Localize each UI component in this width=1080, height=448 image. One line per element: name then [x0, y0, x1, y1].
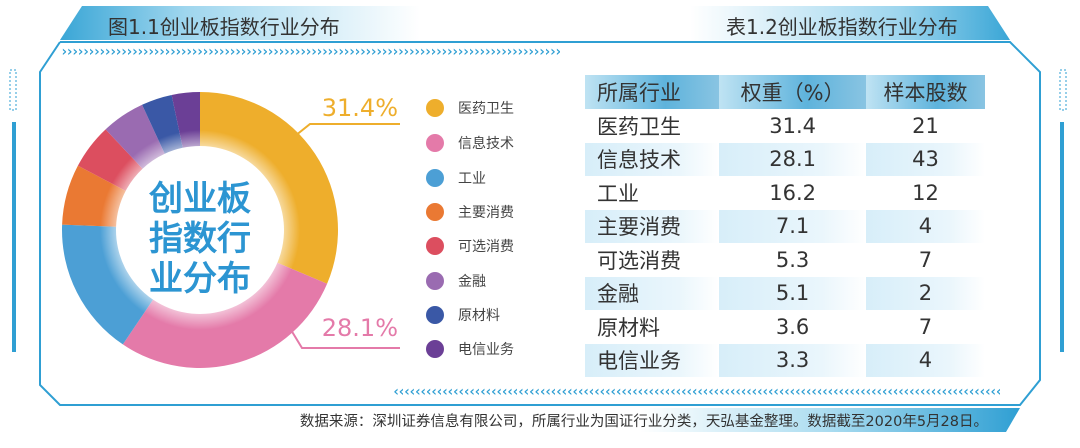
- legend-item: 主要消费: [426, 202, 514, 222]
- cell-count: 7: [918, 247, 933, 272]
- legend-swatch: [426, 237, 444, 255]
- figure-title: 图1.1创业板指数行业分布: [108, 15, 340, 39]
- legend-item: 电信业务: [426, 339, 514, 359]
- cell-weight: 5.3: [775, 247, 810, 272]
- cell-count: 12: [912, 180, 939, 205]
- cell-count: 4: [865, 209, 985, 243]
- table-row: 金融 5.1 2: [585, 276, 985, 310]
- legend-swatch: [426, 272, 444, 290]
- table-header-row: 所属行业 权重（%） 样本股数: [585, 75, 985, 109]
- legend-swatch: [426, 169, 444, 187]
- legend-swatch: [426, 306, 444, 324]
- legend-item: 信息技术: [426, 133, 514, 153]
- legend-label: 原材料: [458, 308, 500, 324]
- legend-label: 主要消费: [458, 205, 514, 221]
- chevron-strip-top: ››››››››››››››››››››››››››››››››››››››››…: [60, 44, 560, 60]
- donut-chart: 创业板 指数行 业分布 31.4% 28.1%: [62, 92, 400, 369]
- center-label-line-2: 指数行: [149, 219, 251, 259]
- data-source-note: 数据来源：深圳证券信息有限公司，所属行业为国证行业分类，天弘基金整理。数据截至2…: [299, 414, 988, 430]
- donut-slice: [62, 224, 154, 345]
- legend-swatch: [426, 134, 444, 152]
- cell-count: 7: [918, 314, 933, 339]
- cell-count: 4: [865, 343, 985, 377]
- table-title-banner: [690, 6, 1010, 40]
- legend-swatch: [426, 203, 444, 221]
- legend-swatch: [426, 340, 444, 358]
- cell-weight: 3.3: [719, 343, 866, 377]
- cell-count: 43: [865, 142, 985, 176]
- table-row: 可选消费 5.3 7: [585, 243, 985, 277]
- cell-weight: 5.1: [719, 276, 866, 310]
- leader-line-2: [287, 324, 400, 349]
- legend-label: 工业: [458, 171, 486, 187]
- legend-item: 工业: [426, 168, 486, 188]
- donut-hole: [100, 130, 300, 330]
- legend-label: 可选消费: [458, 239, 514, 255]
- header-count: 样本股数: [865, 75, 985, 109]
- table-row: 原材料 3.6 7: [585, 310, 985, 344]
- cell-industry: 原材料: [597, 315, 660, 340]
- cell-weight: 3.6: [775, 314, 810, 339]
- legend-item: 原材料: [426, 305, 500, 325]
- legend-label: 信息技术: [458, 136, 514, 152]
- legend-label: 医药卫生: [458, 101, 514, 117]
- table-row: 工业 16.2 12: [585, 176, 985, 210]
- center-label-line-1: 创业板: [148, 179, 251, 219]
- annotation-2: 28.1%: [322, 314, 398, 342]
- table-row: 主要消费 7.1 4: [585, 209, 985, 243]
- table-row: 电信业务 3.3 4: [585, 343, 985, 377]
- cell-count: 2: [865, 276, 985, 310]
- table-row: 医药卫生 31.4 21: [585, 109, 985, 143]
- cell-industry: 金融: [585, 276, 720, 310]
- annotation-1: 31.4%: [322, 94, 398, 122]
- header-weight: 权重（%）: [719, 75, 866, 109]
- cell-industry: 医药卫生: [597, 114, 681, 139]
- legend-item: 医药卫生: [426, 98, 514, 118]
- cell-industry: 电信业务: [585, 343, 720, 377]
- industry-table: 所属行业 权重（%） 样本股数 医药卫生 31.4 21 信息技术 28.1 43 工业 16…: [585, 75, 985, 377]
- cell-industry: 主要消费: [585, 209, 720, 243]
- cell-industry: 工业: [597, 181, 639, 206]
- legend-item: 金融: [426, 271, 486, 291]
- legend-swatch: [426, 99, 444, 117]
- table-row: 信息技术 28.1 43: [585, 142, 985, 176]
- figure-title-banner: [60, 6, 420, 40]
- leader-line-1: [294, 123, 400, 137]
- legend-item: 可选消费: [426, 236, 514, 256]
- cell-industry: 可选消费: [597, 248, 681, 273]
- center-label-line-3: 业分布: [149, 259, 251, 299]
- cell-weight: 31.4: [769, 113, 816, 138]
- cell-count: 21: [912, 113, 939, 138]
- cell-weight: 16.2: [769, 180, 816, 205]
- header-industry: 所属行业: [585, 75, 720, 109]
- legend-label: 金融: [458, 274, 486, 290]
- cell-weight: 7.1: [719, 209, 866, 243]
- chevron-strip-bottom: ‹‹‹‹‹‹‹‹‹‹‹‹‹‹‹‹‹‹‹‹‹‹‹‹‹‹‹‹‹‹‹‹‹‹‹‹‹‹‹‹…: [392, 384, 1000, 400]
- footer-banner: [640, 408, 1020, 432]
- cell-industry: 信息技术: [585, 142, 720, 176]
- cell-weight: 28.1: [719, 142, 866, 176]
- table-title: 表1.2创业板指数行业分布: [726, 15, 958, 39]
- legend-label: 电信业务: [458, 342, 514, 358]
